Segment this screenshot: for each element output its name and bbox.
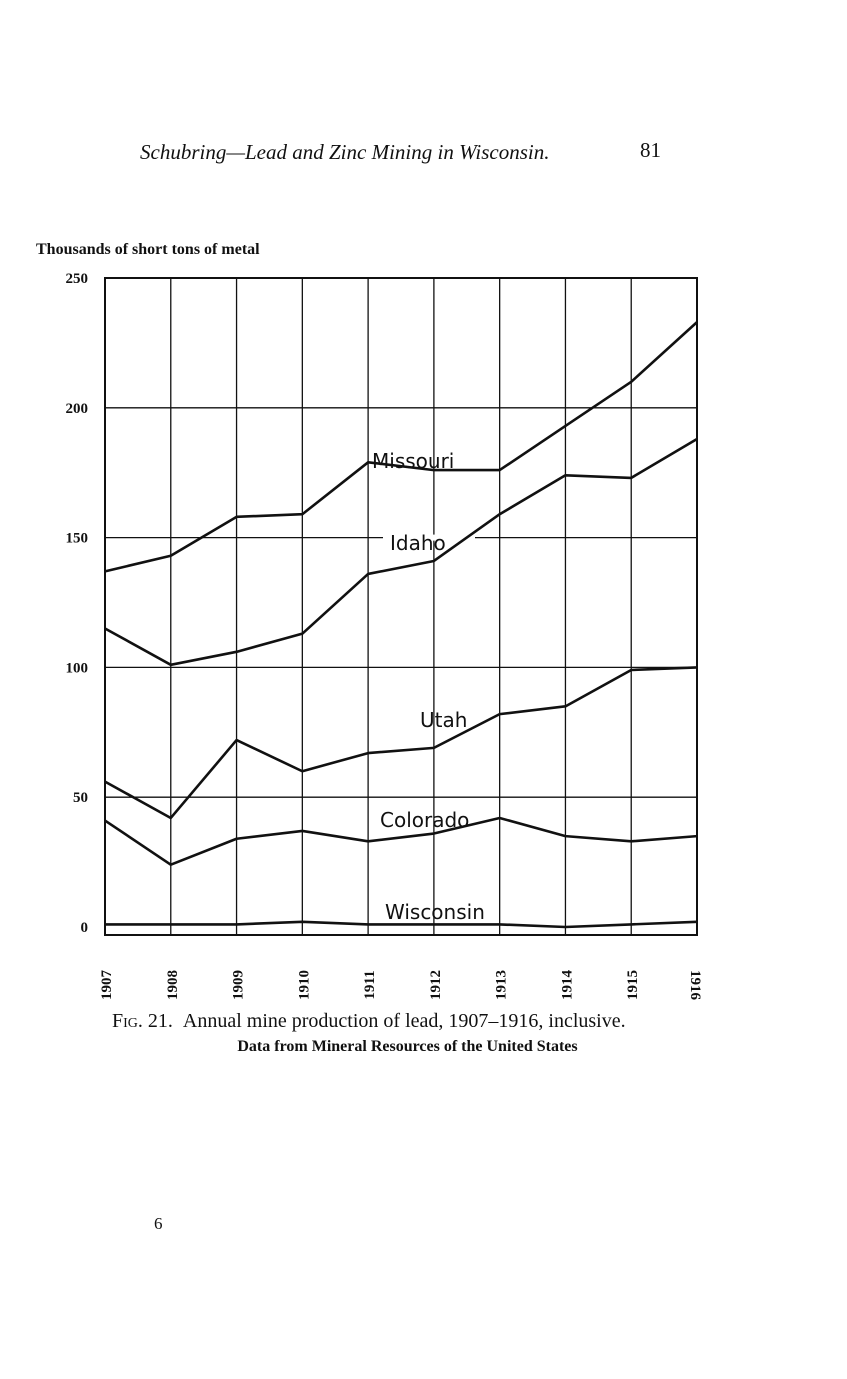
x-tick-label: 1916 <box>687 970 703 1001</box>
caption-text: Annual mine production of lead, 1907–191… <box>182 1010 626 1032</box>
series-label-missouri: Missouri <box>372 449 454 473</box>
series-label-utah: Utah <box>420 708 467 732</box>
running-header: Schubring—Lead and Zinc Mining in Wiscon… <box>140 140 550 164</box>
y-tick-label: 100 <box>66 660 89 676</box>
x-tick-label: 1907 <box>99 970 115 1001</box>
y-tick-label: 150 <box>66 531 89 547</box>
series-label-colorado: Colorado <box>380 808 469 832</box>
x-tick-label: 1914 <box>559 970 575 1001</box>
x-tick-label: 1913 <box>494 970 510 1000</box>
series-label-wisconsin: Wisconsin <box>385 900 485 924</box>
x-tick-label: 1915 <box>625 970 641 1000</box>
figure-number: Fig. 21. <box>112 1010 173 1032</box>
figure-caption: Fig. 21. Annual mine production of lead,… <box>112 1010 626 1033</box>
figure-source: Data from Mineral Resources of the Unite… <box>237 1038 578 1055</box>
series-line-missouri <box>104 321 698 573</box>
series-line-wisconsin <box>105 920 698 929</box>
x-tick-label: 1909 <box>231 970 247 1000</box>
series-label-idaho: Idaho <box>390 531 446 555</box>
y-axis-label: Thousands of short tons of metal <box>36 241 260 258</box>
y-tick-label: 200 <box>66 401 89 417</box>
x-tick-label: 1910 <box>296 970 312 1000</box>
y-tick-label: 250 <box>66 271 89 287</box>
series-line-idaho <box>104 437 698 667</box>
series-line-colorado <box>104 816 698 866</box>
signature-mark: 6 <box>154 1214 163 1233</box>
y-tick-label: 0 <box>81 920 89 936</box>
y-tick-label: 50 <box>73 790 88 806</box>
x-tick-label: 1908 <box>165 970 181 1000</box>
series-line-utah <box>104 666 698 820</box>
page-number: 81 <box>640 138 661 162</box>
x-tick-label: 1912 <box>428 970 444 1000</box>
x-tick-label: 1911 <box>362 970 378 999</box>
label-gap <box>383 534 475 541</box>
